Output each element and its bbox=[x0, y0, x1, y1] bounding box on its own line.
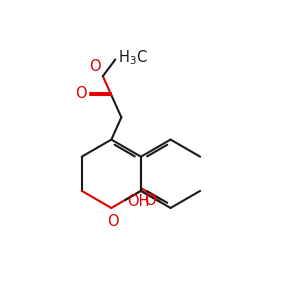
Text: O: O bbox=[89, 59, 100, 74]
Text: OH: OH bbox=[128, 194, 150, 209]
Text: O: O bbox=[144, 193, 156, 208]
Text: O: O bbox=[107, 214, 119, 230]
Text: H$_3$C: H$_3$C bbox=[118, 49, 147, 68]
Text: O: O bbox=[75, 86, 87, 101]
